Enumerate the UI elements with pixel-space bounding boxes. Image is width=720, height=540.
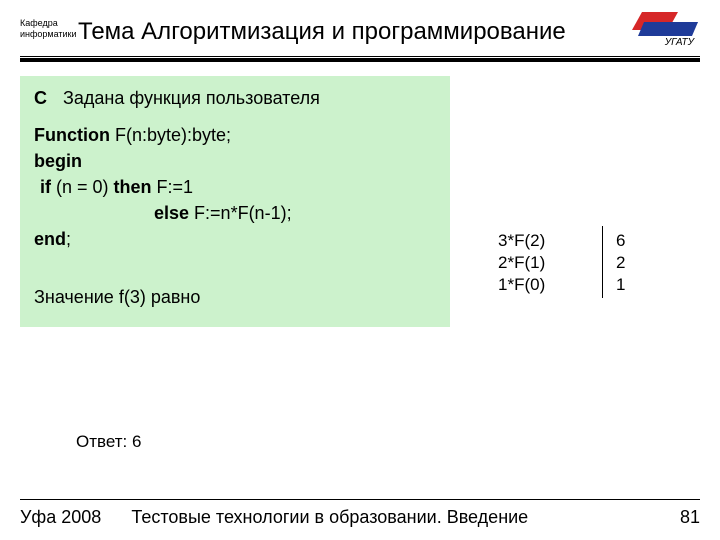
question-box: С Задана функция пользователя Function F… bbox=[20, 76, 450, 327]
keyword-end: end bbox=[34, 229, 66, 249]
trace-expr-0: 3*F(2) bbox=[498, 230, 545, 252]
department-line2: информатики bbox=[20, 29, 77, 39]
department-line1: Кафедра bbox=[20, 18, 58, 28]
trace-expr-1: 2*F(1) bbox=[498, 252, 545, 274]
code-else-body: F:=n*F(n-1); bbox=[189, 203, 292, 223]
university-logo: УГАТУ bbox=[630, 8, 700, 50]
question-prompt-line: С Задана функция пользователя bbox=[34, 88, 436, 109]
footer-city: Уфа 2008 bbox=[20, 507, 101, 527]
code-line-3: if (n = 0) then F:=1 bbox=[34, 175, 436, 199]
footer-divider bbox=[20, 499, 700, 500]
header-divider bbox=[20, 58, 700, 62]
keyword-else: else bbox=[154, 203, 189, 223]
answer-label: Ответ: 6 bbox=[76, 432, 141, 452]
slide-content: С Задана функция пользователя Function F… bbox=[20, 76, 700, 480]
footer-page: 81 bbox=[680, 507, 700, 528]
code-line-4: else F:=n*F(n-1); bbox=[34, 201, 436, 225]
keyword-then: then bbox=[114, 177, 152, 197]
code-cond: (n = 0) bbox=[51, 177, 114, 197]
code-semicolon: ; bbox=[66, 229, 71, 249]
footer-left: Уфа 2008 Тестовые технологии в образован… bbox=[20, 507, 528, 528]
code-then-body: F:=1 bbox=[152, 177, 194, 197]
trace-res-1: 2 bbox=[616, 252, 625, 274]
slide-title: Тема Алгоритмизация и программирование bbox=[78, 18, 566, 46]
keyword-function: Function bbox=[34, 125, 110, 145]
value-prompt: Значение f(3) равно bbox=[34, 285, 436, 309]
keyword-if: if bbox=[40, 177, 51, 197]
trace-res-0: 6 bbox=[616, 230, 625, 252]
slide-footer: Уфа 2008 Тестовые технологии в образован… bbox=[20, 507, 700, 528]
code-line-2: begin bbox=[34, 149, 436, 173]
keyword-begin: begin bbox=[34, 151, 82, 171]
slide-header: Кафедра информатики Тема Алгоритмизация … bbox=[0, 0, 720, 58]
code-line-5: end; bbox=[34, 227, 436, 251]
department-label: Кафедра информатики bbox=[20, 18, 77, 40]
footer-center: Тестовые технологии в образовании. Введе… bbox=[131, 507, 528, 527]
logo-label: УГАТУ bbox=[665, 37, 694, 48]
code-line-1: Function F(n:byte):byte; bbox=[34, 123, 436, 147]
code-rest-1: F(n:byte):byte; bbox=[110, 125, 231, 145]
trace-results: 6 2 1 bbox=[616, 230, 625, 296]
question-prompt: Задана функция пользователя bbox=[63, 88, 320, 108]
trace-expressions: 3*F(2) 2*F(1) 1*F(0) bbox=[498, 230, 545, 296]
question-letter: С bbox=[34, 88, 58, 109]
trace-expr-2: 1*F(0) bbox=[498, 274, 545, 296]
trace-divider bbox=[602, 226, 603, 298]
trace-res-2: 1 bbox=[616, 274, 625, 296]
